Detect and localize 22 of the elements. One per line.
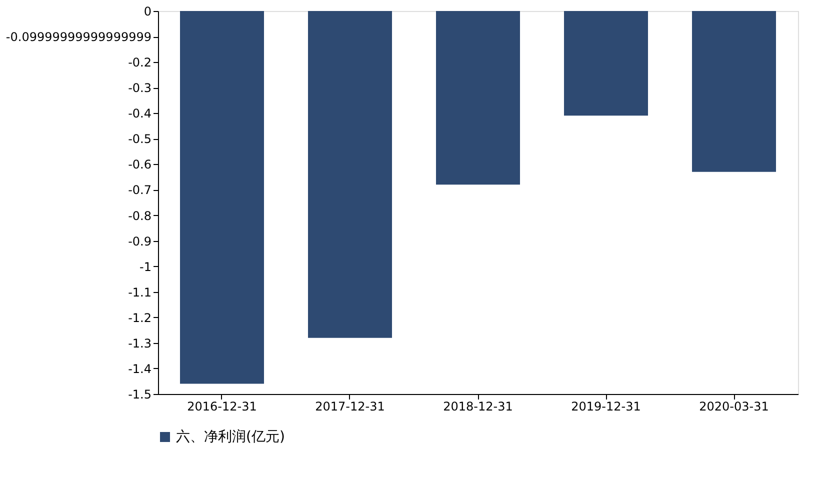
x-tick-label: 2020-03-31: [699, 400, 769, 414]
y-tick-label: -0.9: [128, 234, 152, 248]
y-tick-label: -1.1: [128, 285, 152, 300]
y-tick-label: -0.5: [128, 132, 152, 146]
y-tick-label: -1.4: [128, 362, 152, 376]
y-tick-label: -1.3: [128, 336, 152, 350]
x-tick-label: 2017-12-31: [315, 400, 385, 414]
y-tick-label: -1.5: [128, 388, 152, 402]
y-tick-label: -0.09999999999999999: [6, 30, 152, 44]
y-tick-label: 0: [144, 4, 152, 18]
y-tick-label: -0.8: [128, 208, 152, 223]
y-tick-label: -0.7: [128, 183, 152, 198]
y-tick-label: -0.3: [128, 81, 152, 96]
x-tick-label: 2019-12-31: [571, 400, 641, 414]
y-tick-label: -1.2: [128, 310, 152, 325]
y-tick-label: -0.6: [128, 158, 152, 172]
legend-label: 六、净利润(亿元): [176, 429, 285, 445]
y-tick-label: -0.2: [128, 56, 152, 70]
x-tick-label: 2018-12-31: [443, 400, 513, 414]
y-tick-label: -1: [140, 260, 152, 274]
x-tick-label: 2016-12-31: [187, 400, 257, 414]
y-tick-label: -0.4: [128, 106, 152, 121]
